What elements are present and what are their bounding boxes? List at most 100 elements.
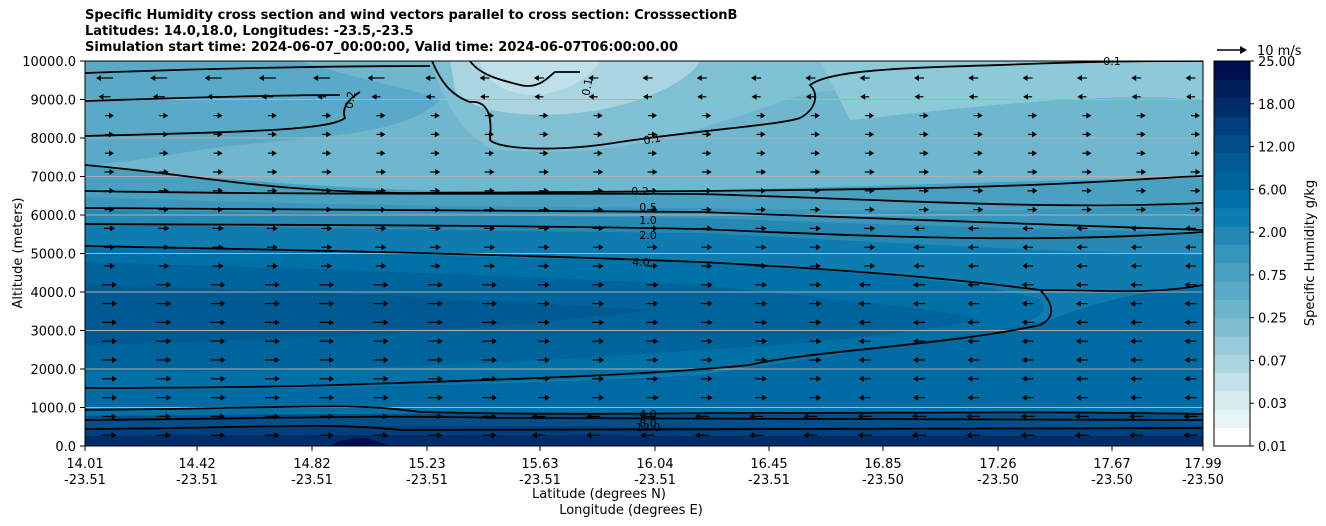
contour-line-13 xyxy=(85,425,1203,432)
wind-arrow-head xyxy=(380,131,386,138)
wind-arrow-head xyxy=(164,263,170,269)
wind-arrow-head xyxy=(761,169,767,175)
wind-arrow-head xyxy=(531,432,537,439)
wind-arrow-head xyxy=(492,338,498,345)
wind-arrow-head xyxy=(1086,169,1092,175)
wind-arrow-head xyxy=(598,187,604,194)
wind-arrow xyxy=(646,338,659,345)
wind-arrow xyxy=(1076,75,1087,81)
wind-arrow-head xyxy=(327,263,333,269)
wind-arrow xyxy=(1081,206,1092,213)
wind-arrow-head xyxy=(858,338,864,345)
wind-arrow-head xyxy=(110,225,115,232)
wind-arrow xyxy=(593,169,604,175)
wind-arrow xyxy=(592,375,605,382)
wind-arrow-head xyxy=(1032,187,1038,194)
wind-arrow xyxy=(539,150,549,157)
wind-arrow xyxy=(484,244,496,251)
wind-arrow xyxy=(210,375,226,382)
wind-arrow xyxy=(860,93,870,100)
wind-arrow-head xyxy=(1141,169,1147,175)
wind-arrow xyxy=(1075,319,1088,326)
wind-arrow xyxy=(265,413,280,420)
wind-arrow-head xyxy=(490,263,496,269)
wind-arrow-head xyxy=(761,244,767,251)
wind-arrow xyxy=(810,206,821,213)
wind-arrow xyxy=(1136,206,1147,213)
wind-arrow-head xyxy=(434,150,440,157)
wind-arrow xyxy=(647,225,658,232)
contour-line-4 xyxy=(469,61,580,87)
wind-arrow-head xyxy=(1086,112,1092,119)
wind-arrow-head xyxy=(150,75,156,81)
wind-arrow-head xyxy=(274,300,280,307)
wind-arrow-head xyxy=(1130,375,1136,382)
wind-arrow xyxy=(1075,451,1089,457)
wind-arrow-head xyxy=(966,432,972,439)
wind-arrow-head xyxy=(163,131,169,138)
wind-arrow xyxy=(1136,112,1146,119)
wind-arrow xyxy=(592,394,605,401)
wind-arrow-head xyxy=(492,357,498,363)
wind-arrow-head xyxy=(437,319,443,326)
wind-arrow-head xyxy=(761,187,767,194)
wind-arrow-head xyxy=(1195,131,1200,138)
wind-arrow-head xyxy=(1075,357,1081,363)
wind-arrow-head xyxy=(491,413,497,420)
wind-arrow-head xyxy=(749,413,755,420)
wind-arrow xyxy=(1130,357,1143,363)
wind-arrow xyxy=(319,375,335,382)
wind-arrow xyxy=(537,357,550,363)
wind-arrow-head xyxy=(869,112,875,119)
wind-arrow xyxy=(1136,131,1146,138)
wind-arrow xyxy=(1184,300,1197,307)
wind-arrow-head xyxy=(977,150,983,157)
wind-arrow-head xyxy=(967,375,973,382)
wind-arrow-head xyxy=(1141,206,1147,213)
wind-arrow xyxy=(967,319,980,326)
wind-arrow-head xyxy=(220,375,226,382)
x-tick-label-lat-4: 15.63 xyxy=(521,457,558,472)
wind-arrow-head xyxy=(380,112,386,119)
wind-arrow-head xyxy=(815,169,821,175)
wind-arrow-head xyxy=(978,169,984,175)
wind-arrow xyxy=(104,263,115,269)
wind-arrow xyxy=(694,413,709,420)
wind-arrow-head xyxy=(968,93,974,100)
wind-arrow-head xyxy=(1075,319,1081,326)
wind-arrow-head xyxy=(1185,225,1190,232)
wind-arrow xyxy=(588,93,598,100)
wind-arrow-head xyxy=(218,263,224,269)
wind-arrow-head xyxy=(109,187,115,194)
colorbar-frame xyxy=(1213,60,1251,447)
wind-arrow-head xyxy=(534,93,540,100)
wind-arrow-head xyxy=(531,413,537,420)
wind-arrow-head xyxy=(272,169,278,175)
wind-arrow xyxy=(1191,150,1200,157)
wind-arrow-head xyxy=(383,300,389,307)
wind-arrow xyxy=(1190,206,1201,213)
wind-arrow-head xyxy=(435,169,441,175)
wind-arrow-head xyxy=(762,394,768,401)
wind-arrow-head xyxy=(437,432,443,439)
wind-arrow xyxy=(264,281,280,288)
wind-arrow-head xyxy=(110,244,115,251)
wind-arrow-head xyxy=(913,281,918,288)
wind-arrow xyxy=(207,93,220,100)
wind-arrow xyxy=(1075,281,1088,288)
wind-arrow-head xyxy=(599,281,605,288)
wind-arrow xyxy=(319,394,335,401)
title-line-3: Simulation start time: 2024-06-07_00:00:… xyxy=(85,40,678,55)
wind-arrow xyxy=(211,413,226,420)
wind-arrow-head xyxy=(380,150,386,157)
wind-arrow xyxy=(809,375,822,382)
wind-arrow xyxy=(865,112,875,119)
wind-arrow-head xyxy=(859,75,865,81)
wind-arrow-head xyxy=(653,263,658,269)
wind-arrow xyxy=(1076,225,1088,232)
wind-arrow-head xyxy=(1131,75,1137,81)
wind-arrow xyxy=(700,394,713,401)
wind-arrow-head xyxy=(1183,413,1189,420)
wind-arrow xyxy=(809,225,821,232)
